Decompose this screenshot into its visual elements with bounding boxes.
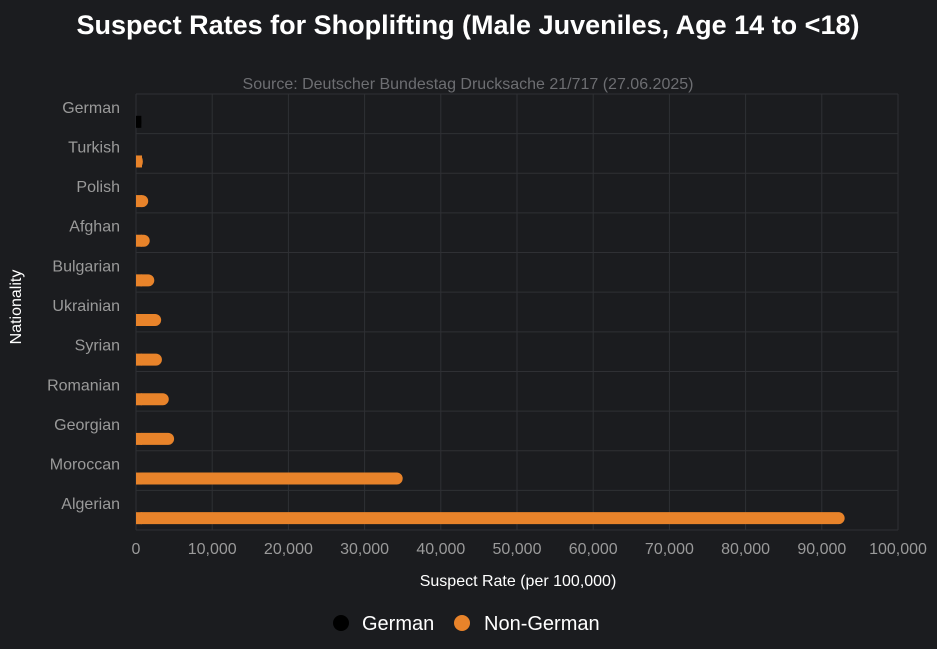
bar-base <box>136 314 142 326</box>
x-tick-label: 20,000 <box>264 541 313 558</box>
bar-base <box>136 393 142 406</box>
bar-base <box>136 432 142 445</box>
x-tick-label: 30,000 <box>340 541 389 558</box>
bar-base <box>136 155 142 168</box>
y-tick-label: Polish <box>76 179 120 196</box>
bar-base <box>136 353 142 366</box>
bar-base <box>136 512 142 525</box>
x-tick-label: 50,000 <box>493 541 542 558</box>
legend-label: Non-German <box>484 613 600 635</box>
bar-non-german <box>136 314 162 326</box>
bar-base <box>136 472 142 485</box>
legend-marker <box>333 615 349 631</box>
x-tick-label: 40,000 <box>416 541 465 558</box>
y-tick-label: Ukrainian <box>52 298 120 315</box>
x-tick-label: 90,000 <box>797 541 846 558</box>
y-axis-label: Nationality <box>8 270 25 345</box>
y-tick-label: Afghan <box>69 219 120 236</box>
legend-marker <box>454 615 470 631</box>
x-axis-label: Suspect Rate (per 100,000) <box>420 573 617 590</box>
y-tick-label: Romanian <box>47 377 120 394</box>
bar-base <box>136 274 142 287</box>
x-tick-label: 80,000 <box>721 541 770 558</box>
x-tick-label: 10,000 <box>188 541 237 558</box>
y-tick-label: Moroccan <box>50 457 120 474</box>
x-tick-label: 70,000 <box>645 541 694 558</box>
bar-non-german <box>136 393 169 406</box>
bar-base <box>136 115 142 128</box>
bar-non-german <box>136 512 845 525</box>
legend: German Non-German <box>333 613 600 635</box>
y-tick-label: German <box>62 100 120 117</box>
x-tick-label: 100,000 <box>869 541 927 558</box>
chart-title: Suspect Rates for Shoplifting (Male Juve… <box>77 10 860 40</box>
x-tick-label: 0 <box>132 541 141 558</box>
y-tick-label: Georgian <box>54 417 120 434</box>
legend-label: German <box>362 613 434 635</box>
y-tick-label: Algerian <box>61 496 120 513</box>
bar-base <box>136 195 142 208</box>
bars-layer <box>136 115 845 525</box>
bar-base <box>136 234 142 247</box>
y-tick-label: Turkish <box>68 139 120 156</box>
x-tick-labels: 0 10,000 20,000 30,000 40,000 50,000 60,000 70,… <box>132 541 927 558</box>
x-tick-label: 60,000 <box>569 541 618 558</box>
y-tick-labels: German Turkish Polish Afghan Bulgarian Ukrain… <box>47 100 120 513</box>
bar-non-german <box>136 353 162 366</box>
grid-layer <box>135 93 899 531</box>
y-tick-label: Bulgarian <box>52 258 120 275</box>
y-tick-label: Syrian <box>75 338 120 355</box>
chart-subtitle: Source: Deutscher Bundestag Drucksache 2… <box>243 76 694 93</box>
bar-non-german <box>136 472 403 485</box>
bar-non-german <box>136 432 175 445</box>
